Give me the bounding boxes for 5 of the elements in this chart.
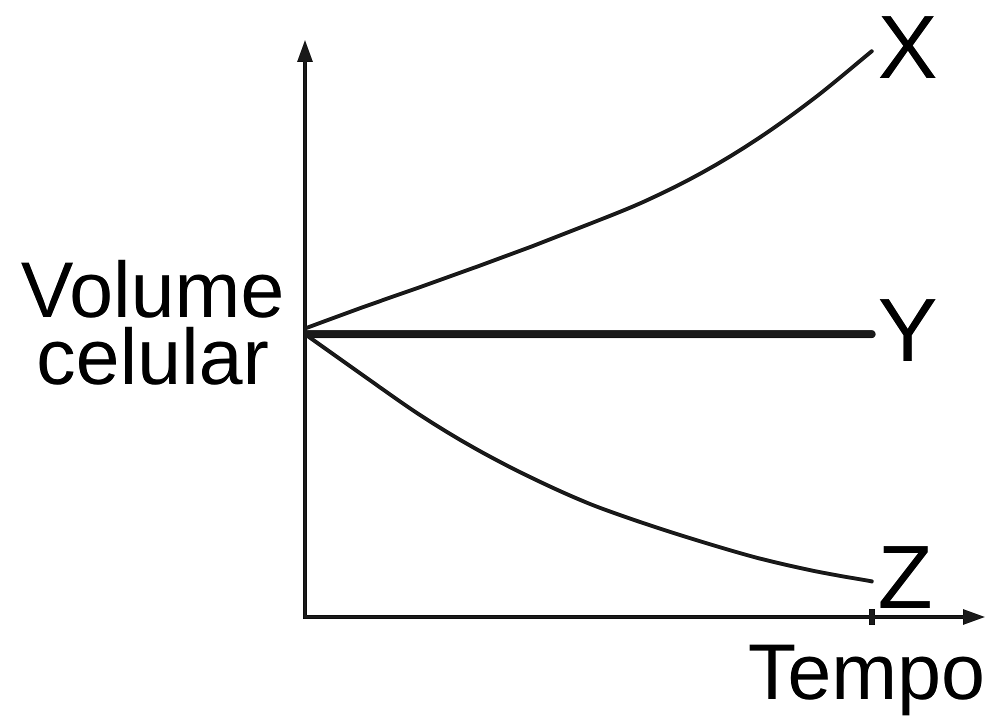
series-label: Y: [878, 280, 938, 381]
y-axis-title: Volume celular: [20, 244, 284, 401]
legend-label: Z: [878, 528, 933, 628]
series-label: X: [878, 0, 938, 98]
x-axis-title: Tempo: [748, 627, 985, 716]
